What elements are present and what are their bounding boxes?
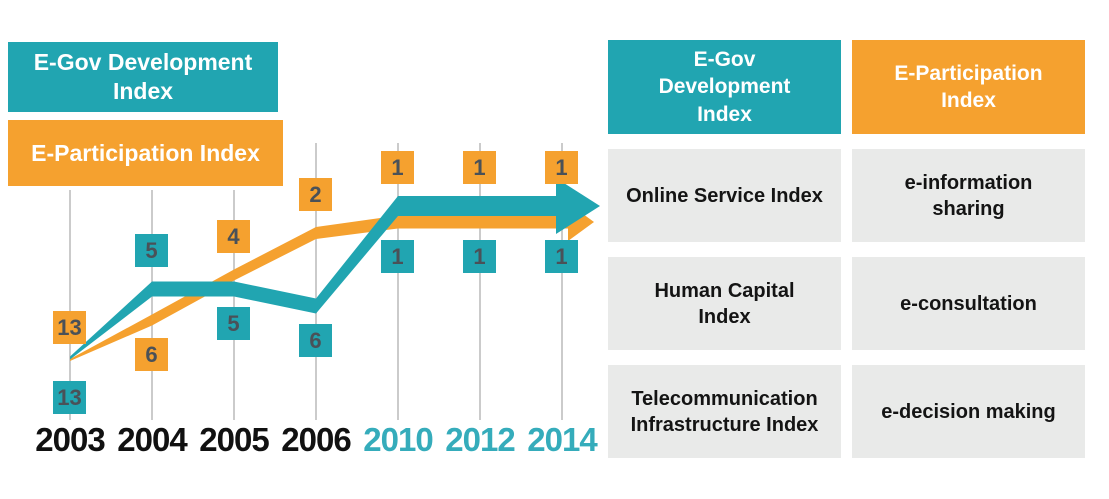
epi-item-label: e-consultation xyxy=(900,292,1037,315)
egdi-item-human-capital: Human Capital Index xyxy=(608,257,841,350)
egdi-header-label: E-Gov Development Index xyxy=(658,48,791,126)
epi-header-label: E-Participation Index xyxy=(894,61,1043,112)
egdi-line xyxy=(70,196,562,360)
axis-label-2005: 2005 xyxy=(199,421,269,458)
epi-item-label: e-decision making xyxy=(881,400,1056,423)
rank-chip-egdi-2014: 1 xyxy=(545,240,578,273)
axis-label-2010: 2010 xyxy=(363,421,433,458)
rank-chip-epi-2004: 6 xyxy=(135,338,168,371)
axis-label-2014: 2014 xyxy=(527,421,597,458)
epi-column-header: E-Participation Index xyxy=(852,40,1085,134)
legend-epi-label: E-Participation Index xyxy=(31,139,260,166)
legend-egdi-label: E-Gov Development Index xyxy=(33,49,253,104)
egdi-arrowhead-icon xyxy=(556,178,600,234)
egdi-column-header: E-Gov Development Index xyxy=(608,40,841,134)
egdi-item-online-service: Online Service Index xyxy=(608,149,841,242)
epi-item-e-information: e-information sharing xyxy=(852,149,1085,242)
axis-label-2004: 2004 xyxy=(117,421,187,458)
axis-label-2012: 2012 xyxy=(445,421,515,458)
egdi-item-label: Telecommunication Infrastructure Index xyxy=(630,387,819,436)
rank-chip-epi-2012: 1 xyxy=(463,151,496,184)
rank-chip-egdi-2010: 1 xyxy=(381,240,414,273)
rank-chip-epi-2014: 1 xyxy=(545,151,578,184)
rank-chart: 13 13 5 6 4 5 2 6 1 1 1 1 1 1 2003 2004 2005 2006 2010 201… xyxy=(8,42,600,458)
axis-label-2006: 2006 xyxy=(281,421,351,458)
legend-epi: E-Participation Index xyxy=(8,120,283,186)
rank-chip-egdi-2005: 5 xyxy=(217,307,250,340)
egdi-item-telecom-infrastructure: Telecommunication Infrastructure Index xyxy=(608,365,841,458)
rank-chip-epi-2010: 1 xyxy=(381,151,414,184)
rank-chip-epi-2005: 4 xyxy=(217,220,250,253)
epi-item-e-decision: e-decision making xyxy=(852,365,1085,458)
rank-chip-egdi-2012: 1 xyxy=(463,240,496,273)
egdi-column: E-Gov Development Index Online Service I… xyxy=(608,40,841,458)
epi-column: E-Participation Index e-information shar… xyxy=(852,40,1085,458)
rank-chip-epi-2003: 13 xyxy=(53,311,86,344)
rank-chip-egdi-2004: 5 xyxy=(135,234,168,267)
egdi-item-label: Human Capital Index xyxy=(654,279,795,328)
egdi-item-label: Online Service Index xyxy=(626,184,823,207)
legend-egdi: E-Gov Development Index xyxy=(8,42,278,112)
axis-label-2003: 2003 xyxy=(35,421,105,458)
index-components-panel: E-Gov Development Index Online Service I… xyxy=(608,40,1085,458)
rank-chip-egdi-2006: 6 xyxy=(299,324,332,357)
epi-item-label: e-information sharing xyxy=(904,171,1033,220)
rank-chip-egdi-2003: 13 xyxy=(53,381,86,414)
rank-chip-epi-2006: 2 xyxy=(299,178,332,211)
epi-item-e-consultation: e-consultation xyxy=(852,257,1085,350)
